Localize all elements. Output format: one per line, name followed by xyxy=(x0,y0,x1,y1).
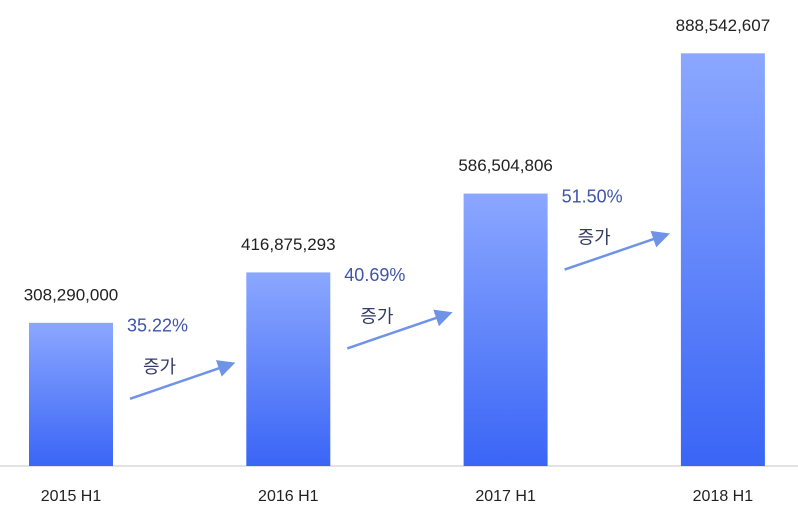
x-tick-label: 2016 H1 xyxy=(258,488,319,505)
growth-arrow xyxy=(564,230,670,271)
growth-arrow xyxy=(346,309,453,350)
growth-text: 증가 xyxy=(578,228,611,249)
growth-label: 51.50% xyxy=(562,186,623,206)
growth-text: 증가 xyxy=(360,306,393,327)
growth-label: 35.22% xyxy=(127,316,188,336)
bar xyxy=(246,272,331,466)
growth-arrow xyxy=(129,360,236,400)
bar xyxy=(29,322,113,466)
x-tick-label: 2015 H1 xyxy=(41,488,102,505)
value-label: 416,875,293 xyxy=(241,235,336,254)
x-tick-label: 2018 H1 xyxy=(693,488,754,505)
bar xyxy=(463,193,548,466)
value-label: 888,542,607 xyxy=(676,16,771,35)
growth-text: 증가 xyxy=(143,357,176,378)
value-label: 308,290,000 xyxy=(24,285,119,304)
value-label: 586,504,806 xyxy=(458,156,553,175)
x-tick-label: 2017 H1 xyxy=(475,488,536,505)
growth-label: 40.69% xyxy=(344,265,405,285)
bar xyxy=(680,53,765,467)
